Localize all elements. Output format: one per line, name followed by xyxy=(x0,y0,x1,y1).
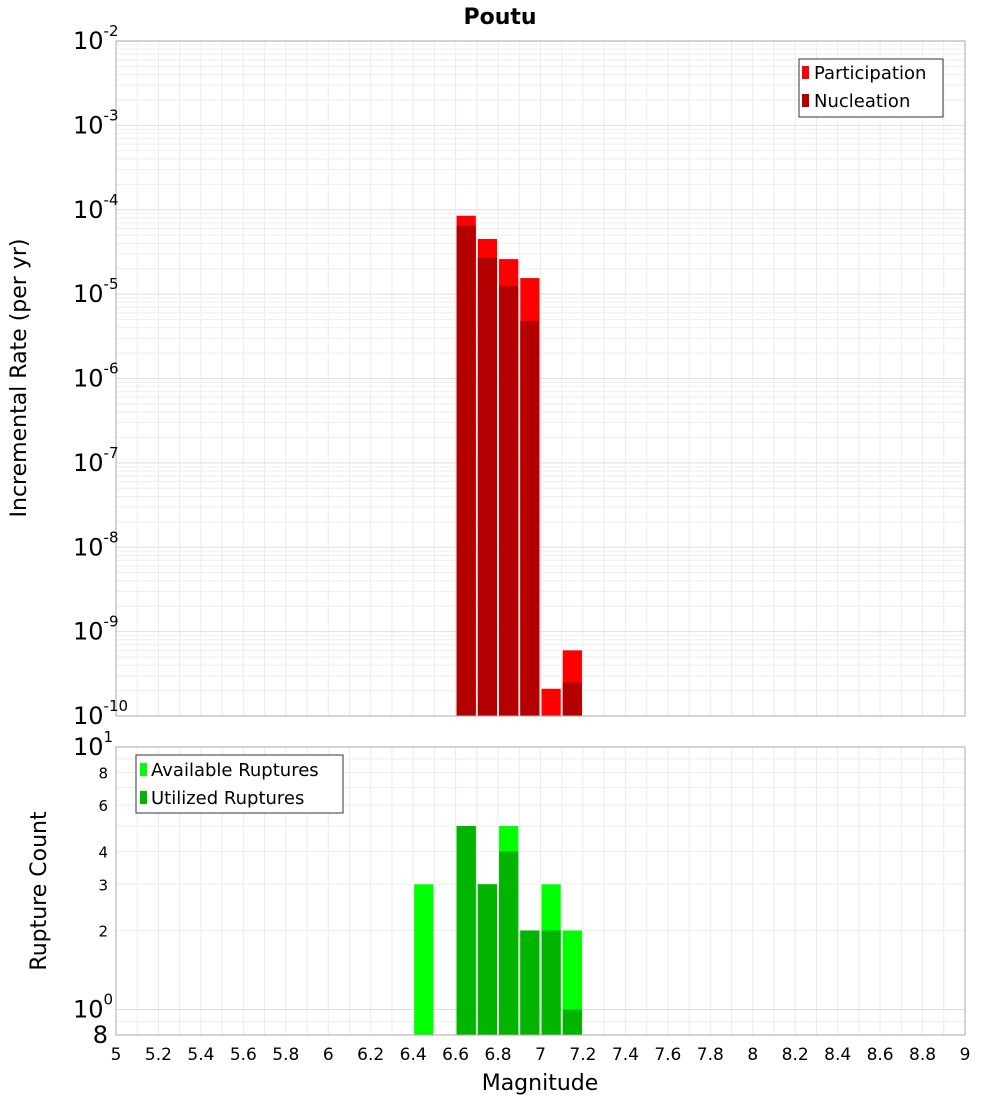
y-tick-label: 10-4 xyxy=(73,191,119,224)
x-tick-label: 8.6 xyxy=(867,1045,894,1065)
bar-participation xyxy=(541,688,561,716)
bottom-panel: 100 101 8 2 3 4 6 8 5 5.2 5.4 5.6 5.8 6 6.2 6.4 6.6 6.8 7… xyxy=(27,728,970,1096)
x-tick-label: 8 xyxy=(747,1045,758,1065)
bar-utilized xyxy=(456,826,476,1035)
y-tick-label: 6 xyxy=(98,797,108,815)
legend-label-utilized: Utilized Ruptures xyxy=(151,788,304,809)
bottom-legend: Available Ruptures Utilized Ruptures xyxy=(135,754,344,814)
bar-nucleation xyxy=(520,321,540,716)
x-tick-labels: 5 5.2 5.4 5.6 5.8 6 6.2 6.4 6.6 6.8 7 7.2 7.4 7.6 7.8 8… xyxy=(111,1045,971,1065)
bottom-bars xyxy=(414,826,582,1035)
bar-nucleation xyxy=(456,225,476,716)
bar-utilized xyxy=(541,930,561,1035)
bottom-plot-frame xyxy=(115,746,966,1036)
bar-utilized xyxy=(499,851,519,1035)
legend-swatch-nucleation xyxy=(802,94,809,107)
x-tick-label: 6.4 xyxy=(400,1045,427,1065)
bar-nucleation xyxy=(499,285,519,716)
bar-utilized xyxy=(562,1009,582,1035)
y-tick-label: 10-9 xyxy=(73,613,119,646)
bar-available xyxy=(414,884,434,1035)
y-tick-label: 4 xyxy=(98,843,108,861)
legend-label-nucleation: Nucleation xyxy=(814,91,910,112)
top-bars xyxy=(456,215,582,717)
legend-label-available: Available Ruptures xyxy=(151,760,319,781)
bottom-legend-box xyxy=(135,754,344,814)
x-tick-label: 7.2 xyxy=(569,1045,596,1065)
x-tick-label: 5.8 xyxy=(272,1045,299,1065)
x-tick-label: 6 xyxy=(323,1045,334,1065)
x-tick-label: 9 xyxy=(960,1045,971,1065)
bar-available xyxy=(562,930,582,1035)
y-tick-label: 3 xyxy=(98,876,108,894)
bar-nucleation xyxy=(562,682,582,716)
top-y-tick-labels: 10-10 10-9 10-8 10-7 10-6 10-5 10-4 10-3 10-2 xyxy=(73,22,128,730)
top-grid xyxy=(115,41,966,717)
x-axis-label: Magnitude xyxy=(482,1071,599,1096)
bar-nucleation xyxy=(477,257,498,716)
y-tick-label: 10-2 xyxy=(73,22,119,55)
x-tick-label: 7.6 xyxy=(654,1045,681,1065)
chart-title: Poutu xyxy=(463,5,536,30)
bar-utilized xyxy=(520,930,540,1035)
y-tick-label: 10-5 xyxy=(73,275,119,308)
x-tick-label: 7.4 xyxy=(612,1045,639,1065)
top-panel: 10-10 10-9 10-8 10-7 10-6 10-5 10-4 10-3 10-2 In… xyxy=(7,22,966,730)
bottom-y-axis-label: Rupture Count xyxy=(27,811,52,971)
x-tick-label: 6.8 xyxy=(485,1045,512,1065)
x-tick-label: 7.8 xyxy=(697,1045,724,1065)
y-tick-label: 10-3 xyxy=(73,106,119,139)
top-plot-frame xyxy=(115,40,966,717)
y-tick-label: 10-8 xyxy=(73,528,119,561)
bottom-y-tick-labels: 100 101 8 2 3 4 6 8 xyxy=(73,728,113,1049)
top-legend: Participation Nucleation xyxy=(798,58,944,118)
legend-swatch-utilized xyxy=(140,791,147,804)
y-tick-label: 8 xyxy=(98,764,108,782)
legend-label-participation: Participation xyxy=(814,63,926,84)
legend-swatch-participation xyxy=(802,66,809,79)
top-legend-box xyxy=(798,58,944,118)
y-tick-label: 2 xyxy=(98,923,108,941)
x-tick-label: 6.2 xyxy=(357,1045,384,1065)
x-tick-label: 8.8 xyxy=(909,1045,936,1065)
y-tick-label: 10-6 xyxy=(73,360,119,393)
x-tick-label: 5 xyxy=(111,1045,122,1065)
x-tick-label: 5.4 xyxy=(187,1045,214,1065)
top-y-axis-label: Incremental Rate (per yr) xyxy=(7,239,32,518)
bar-utilized xyxy=(477,884,498,1035)
x-tick-label: 5.2 xyxy=(145,1045,172,1065)
x-tick-label: 6.6 xyxy=(442,1045,469,1065)
y-tick-label: 10-7 xyxy=(73,444,119,477)
y-tick-label: 10-10 xyxy=(73,697,128,730)
y-tick-label: 8 xyxy=(93,1021,108,1049)
x-tick-label: 5.6 xyxy=(230,1045,257,1065)
legend-swatch-available xyxy=(140,763,147,776)
x-tick-label: 8.4 xyxy=(824,1045,851,1065)
x-tick-label: 8.2 xyxy=(782,1045,809,1065)
y-tick-label: 101 xyxy=(73,728,113,761)
y-tick-label: 100 xyxy=(73,991,113,1024)
x-tick-label: 7 xyxy=(535,1045,546,1065)
